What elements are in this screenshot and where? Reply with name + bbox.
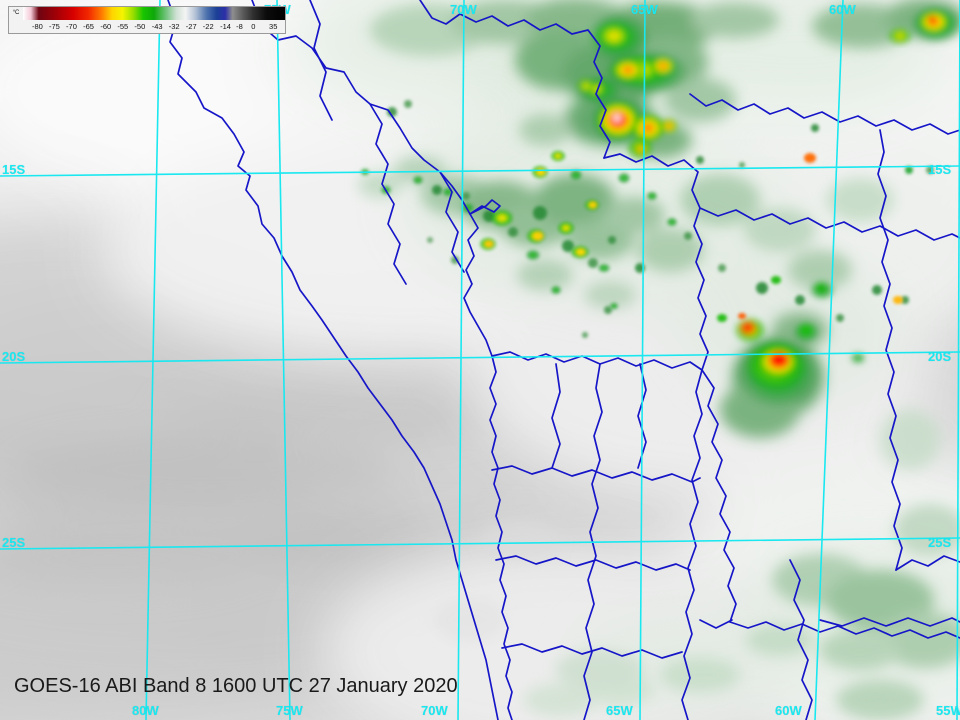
- lat-label-right-25S: 25S: [928, 535, 952, 550]
- temperature-colorbar: °C -80 -75 -70 -65 -60 -55 -50 -43 -32 -27 -22 -14-…: [8, 6, 286, 34]
- colorbar-tick-labels: -80 -75 -70 -65 -60 -55 -50 -43 -32 -27 -22 -14 -8 0 3…: [23, 20, 285, 33]
- colorbar-tick-minus8: -8: [236, 22, 243, 31]
- colorbar-tick-minus55: -55: [117, 22, 129, 31]
- colorbar-tick-0: 0: [251, 22, 256, 31]
- lon-label-top-60W: 60W: [829, 2, 856, 17]
- lon-label-bottom-70W: 70W: [421, 703, 448, 718]
- lon-label-bottom-80W: 80W: [132, 703, 159, 718]
- colorbar-unit-label: °C: [12, 10, 20, 16]
- colorbar-tick-minus80: -80: [31, 22, 43, 31]
- image-caption: GOES-16 ABI Band 8 1600 UTC 27 January 2…: [14, 675, 458, 697]
- colorbar-tick-minus22: -22: [202, 22, 214, 31]
- colorbar-tick-minus14: -14: [220, 22, 231, 31]
- colorbar-tick-minus75: -75: [49, 22, 60, 31]
- lon-label-bottom-55W: 55W: [936, 703, 960, 718]
- colorbar-gradient: [23, 7, 285, 20]
- colorbar-tick-minus27: -27: [185, 22, 197, 31]
- lat-label-left-20S: 20S: [2, 349, 26, 364]
- colorbar-gradient-row: °C: [9, 7, 285, 20]
- lat-label-right-20S: 20S: [928, 349, 952, 364]
- colorbar-tick-minus70: -70: [66, 22, 77, 31]
- colorbar-tick-35: 35: [269, 22, 278, 31]
- lat-label-right-15S: 15S: [928, 162, 952, 177]
- colorbar-tick-minus50: -50: [134, 22, 146, 31]
- colorbar-tick-minus65: -65: [83, 22, 94, 31]
- lat-label-left-25S: 25S: [2, 535, 26, 550]
- lon-label-bottom-60W: 60W: [775, 703, 802, 718]
- lon-label-top-65W: 65W: [631, 2, 658, 17]
- colorbar-tick-minus43: -43: [151, 22, 163, 31]
- colorbar-tick-minus32: -32: [168, 22, 180, 31]
- lon-label-bottom-65W: 65W: [606, 703, 633, 718]
- colorbar-tick-minus60: -60: [100, 22, 112, 31]
- lat-label-left-15S: 15S: [2, 162, 26, 177]
- lon-label-bottom-75W: 75W: [276, 703, 303, 718]
- lon-label-top-70W: 70W: [450, 2, 477, 17]
